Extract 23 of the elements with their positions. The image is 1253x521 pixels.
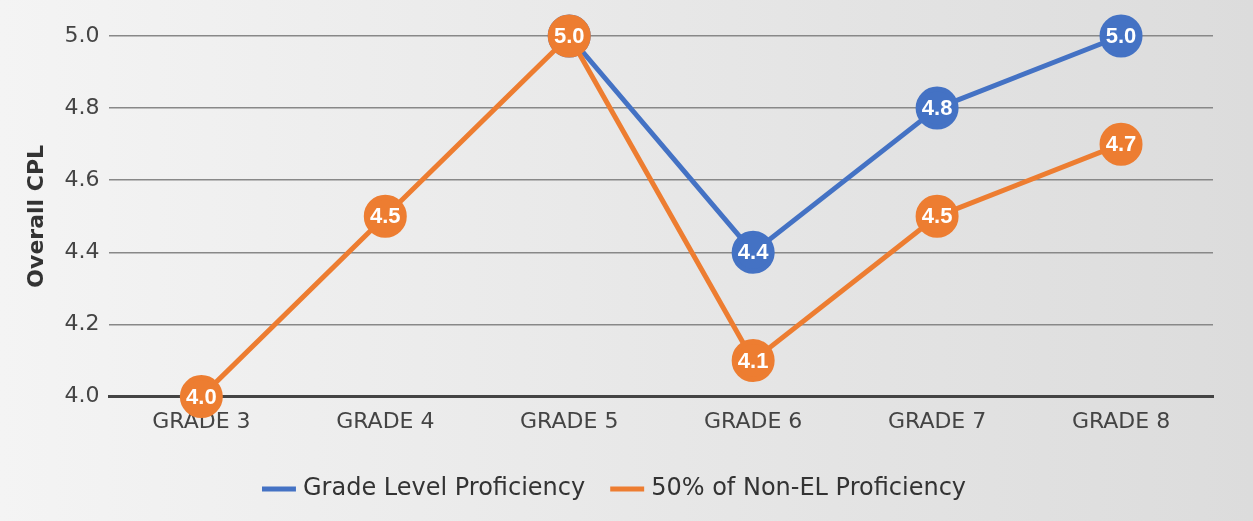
x-tick-label: GRADE 7: [887, 407, 987, 433]
legend-label: 50% of Non-EL Proficiency: [651, 473, 967, 502]
x-tick-label: GRADE 6: [704, 407, 803, 433]
x-tick-label: GRADE 8: [1071, 407, 1171, 433]
data-label: 4.8: [921, 95, 953, 121]
y-tick-label: 4.6: [64, 165, 100, 191]
data-label: 5.0: [1105, 23, 1137, 49]
data-label: 4.7: [1105, 131, 1137, 157]
data-label: 4.5: [921, 203, 953, 229]
x-tick-label: GRADE 4: [336, 407, 435, 433]
y-tick-label: 4.2: [64, 310, 100, 336]
data-label: 4.5: [369, 203, 401, 229]
data-label: 4.0: [186, 383, 217, 409]
data-label: 5.0: [553, 23, 585, 49]
data-label: 4.4: [737, 239, 770, 265]
legend-label: Grade Level Proficiency: [302, 473, 586, 502]
y-tick-label: 4.8: [64, 93, 100, 119]
y-tick-label: 4.4: [64, 238, 100, 264]
y-tick-label: 5.0: [64, 21, 100, 47]
data-label: 4.1: [737, 347, 769, 373]
y-tick-label: 4.0: [64, 382, 100, 408]
x-tick-label: GRADE 5: [520, 407, 619, 433]
y-axis-title: Overall CPL: [22, 144, 48, 288]
